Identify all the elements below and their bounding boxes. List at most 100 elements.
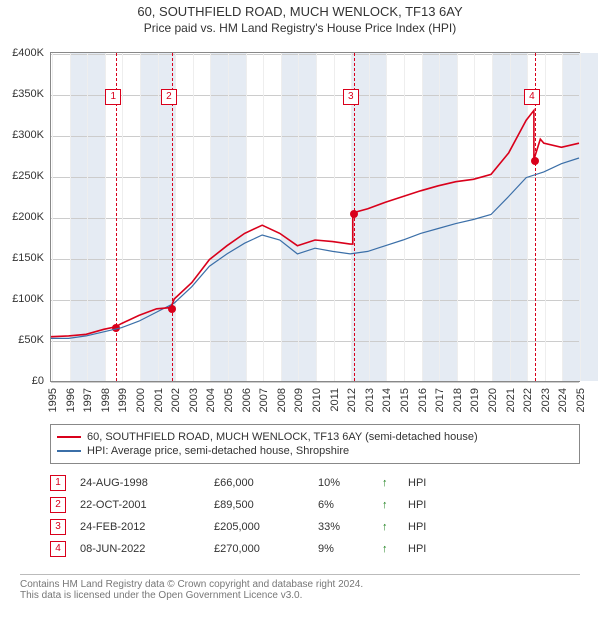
gridline-h: [51, 54, 579, 55]
legend-swatch-red: [57, 436, 81, 438]
x-tick-label: 2003: [188, 388, 200, 412]
footer-line-2: This data is licensed under the Open Gov…: [20, 590, 580, 601]
x-tick-label: 2025: [575, 388, 587, 412]
sale-dot: [350, 210, 358, 218]
x-tick-label: 1999: [117, 388, 129, 412]
x-tick-label: 2008: [276, 388, 288, 412]
gridline-v: [193, 53, 194, 381]
x-tick-label: 2009: [293, 388, 305, 412]
gridline-v: [140, 53, 141, 381]
x-tick-label: 2014: [381, 388, 393, 412]
x-tick-label: 2023: [540, 388, 552, 412]
x-tick-label: 2006: [241, 388, 253, 412]
sale-dot: [112, 324, 120, 332]
legend-label-blue: HPI: Average price, semi-detached house,…: [87, 445, 349, 457]
gridline-v: [52, 53, 53, 381]
gridline-v: [281, 53, 282, 381]
footer: Contains HM Land Registry data © Crown c…: [20, 574, 580, 601]
sale-row-price: £205,000: [214, 521, 304, 533]
gridline-v: [210, 53, 211, 381]
y-tick-label: £300K: [0, 129, 44, 141]
arrow-up-icon: ↑: [382, 521, 394, 533]
y-tick-label: £400K: [0, 47, 44, 59]
gridline-v: [246, 53, 247, 381]
sale-row-pct: 33%: [318, 521, 368, 533]
sale-marker-box: 2: [161, 89, 177, 105]
x-tick-label: 2012: [346, 388, 358, 412]
sale-row-marker: 2: [50, 497, 66, 513]
arrow-up-icon: ↑: [382, 477, 394, 489]
sale-dot: [168, 305, 176, 313]
gridline-v: [457, 53, 458, 381]
sale-row-date: 24-FEB-2012: [80, 521, 200, 533]
chart-area: 1234 £0£50K£100K£150K£200K£250K£300K£350…: [50, 52, 580, 382]
legend: 60, SOUTHFIELD ROAD, MUCH WENLOCK, TF13 …: [50, 424, 580, 464]
gridline-v: [386, 53, 387, 381]
arrow-up-icon: ↑: [382, 499, 394, 511]
gridline-h: [51, 95, 579, 96]
x-tick-label: 2021: [505, 388, 517, 412]
sale-row-price: £66,000: [214, 477, 304, 489]
x-tick-label: 1996: [65, 388, 77, 412]
gridline-v: [369, 53, 370, 381]
sale-dot: [531, 157, 539, 165]
x-tick-label: 2004: [205, 388, 217, 412]
gridline-v: [298, 53, 299, 381]
gridline-v: [580, 53, 581, 381]
gridline-v: [334, 53, 335, 381]
sale-row-label: HPI: [408, 499, 426, 511]
sale-row-date: 24-AUG-1998: [80, 477, 200, 489]
y-tick-label: £0: [0, 375, 44, 387]
x-tick-label: 2020: [487, 388, 499, 412]
sale-row-marker: 1: [50, 475, 66, 491]
sales-table: 1 24-AUG-1998 £66,000 10% ↑ HPI 2 22-OCT-2001 £8…: [50, 472, 580, 560]
gridline-h: [51, 218, 579, 219]
gridline-v: [439, 53, 440, 381]
gridline-v: [545, 53, 546, 381]
gridline-v: [510, 53, 511, 381]
x-tick-label: 2015: [399, 388, 411, 412]
gridline-v: [316, 53, 317, 381]
arrow-up-icon: ↑: [382, 543, 394, 555]
y-tick-label: £150K: [0, 252, 44, 264]
x-tick-label: 2000: [135, 388, 147, 412]
plot-region: 1 2 3 4: [50, 52, 580, 382]
gridline-h: [51, 177, 579, 178]
gridline-v: [492, 53, 493, 381]
footer-line-1: Contains HM Land Registry data © Crown c…: [20, 579, 580, 590]
gridline-v: [158, 53, 159, 381]
x-tick-label: 2016: [417, 388, 429, 412]
gridline-v: [562, 53, 563, 381]
gridline-v: [404, 53, 405, 381]
gridline-v: [228, 53, 229, 381]
sale-marker-box: 3: [343, 89, 359, 105]
y-tick-label: £350K: [0, 88, 44, 100]
legend-swatch-blue: [57, 450, 81, 452]
gridline-v: [87, 53, 88, 381]
sale-row-price: £89,500: [214, 499, 304, 511]
gridline-h: [51, 136, 579, 137]
sale-marker-box: 4: [524, 89, 540, 105]
x-tick-label: 2024: [557, 388, 569, 412]
chart-subtitle: Price paid vs. HM Land Registry's House …: [0, 21, 600, 35]
legend-row-red: 60, SOUTHFIELD ROAD, MUCH WENLOCK, TF13 …: [57, 431, 573, 443]
y-tick-label: £200K: [0, 211, 44, 223]
gridline-v: [263, 53, 264, 381]
sale-row-price: £270,000: [214, 543, 304, 555]
x-tick-label: 2017: [434, 388, 446, 412]
gridline-h: [51, 300, 579, 301]
y-tick-label: £50K: [0, 334, 44, 346]
x-tick-label: 2011: [329, 388, 341, 412]
sale-row-label: HPI: [408, 477, 426, 489]
sale-row-date: 22-OCT-2001: [80, 499, 200, 511]
x-tick-label: 1997: [82, 388, 94, 412]
sale-row-pct: 9%: [318, 543, 368, 555]
sale-marker-box: 1: [105, 89, 121, 105]
sale-row: 222-OCT-2001£89,5006%↑HPI: [50, 494, 580, 516]
sale-row-date: 08-JUN-2022: [80, 543, 200, 555]
gridline-h: [51, 341, 579, 342]
legend-row-blue: HPI: Average price, semi-detached house,…: [57, 445, 573, 457]
sale-row-pct: 10%: [318, 477, 368, 489]
x-tick-label: 1998: [100, 388, 112, 412]
gridline-h: [51, 382, 579, 383]
